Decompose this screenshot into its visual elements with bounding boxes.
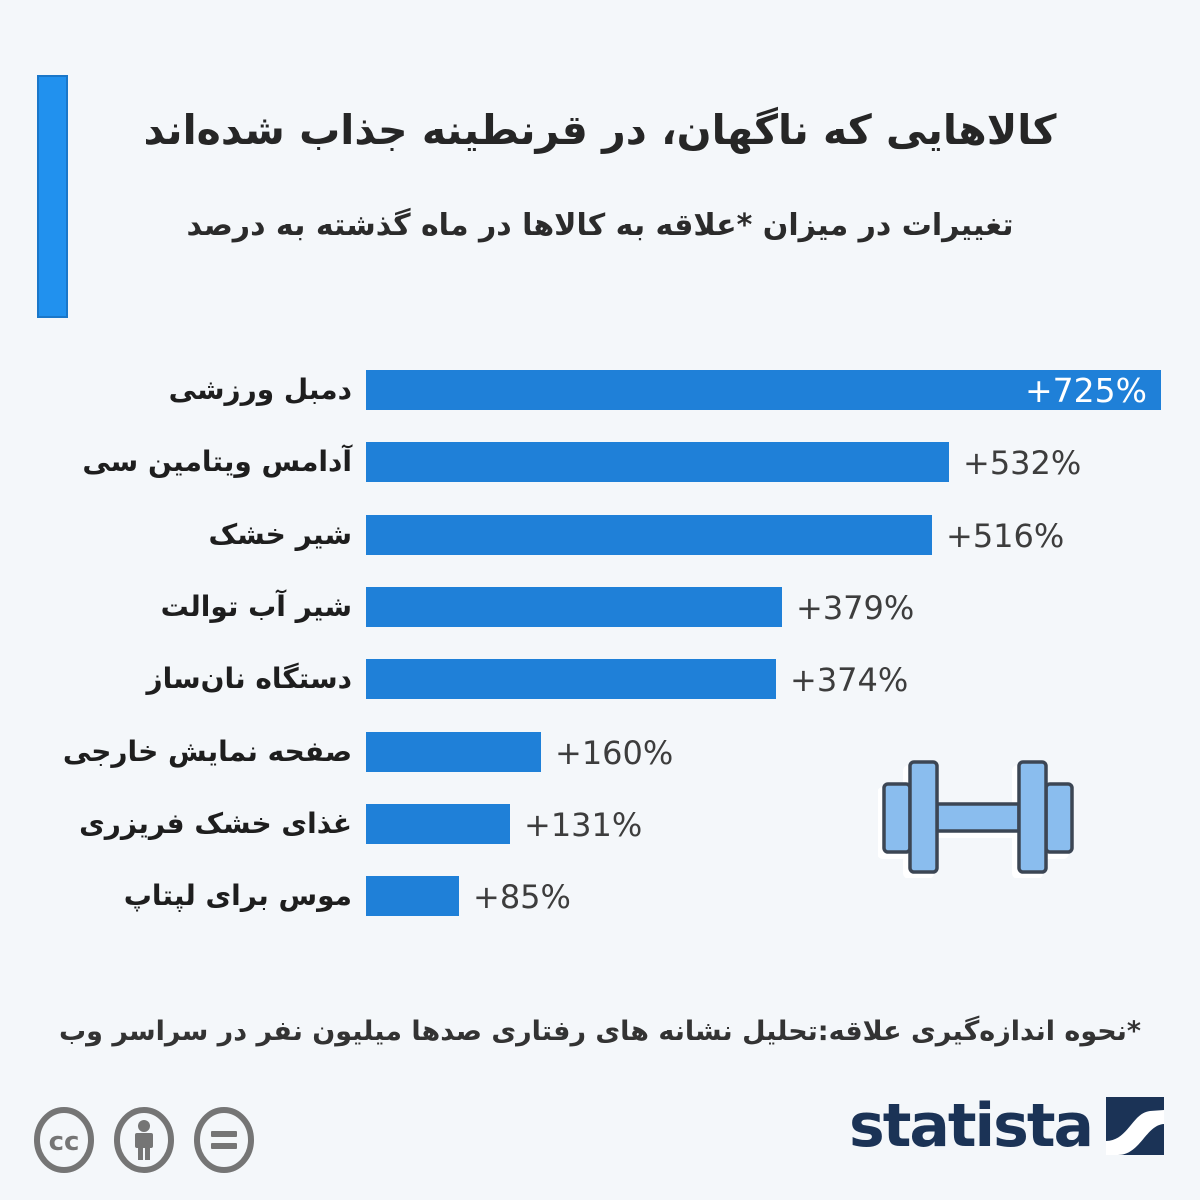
- chart-row: دمبل ورزشی +725%: [0, 370, 1200, 410]
- chart-subtitle: تغییرات در میزان *علاقه به کالاها در ماه…: [186, 208, 1014, 243]
- chart-row: شیر آب توالت +379%: [0, 587, 1200, 627]
- bar: [366, 876, 459, 916]
- value-label: +532%: [963, 444, 1082, 482]
- no-derivatives-icon: [194, 1107, 254, 1173]
- title-accent-bar: [37, 75, 68, 318]
- chart-title: کالاهایی که ناگهان، در قرنطینه جذاب شده‌…: [143, 106, 1057, 154]
- value-label: +516%: [946, 517, 1065, 555]
- statista-logo: statista: [849, 1096, 1164, 1156]
- dumbbell-icon: [878, 760, 1074, 878]
- category-label: آدامس ویتامین سی: [82, 445, 352, 478]
- statista-logo-mark: [1106, 1097, 1164, 1155]
- value-label: +85%: [473, 878, 571, 916]
- category-label: صفحه نمایش خارجی: [62, 735, 352, 768]
- chart-row: غذای خشک فریزری +131%: [0, 804, 1200, 844]
- category-label: شیر آب توالت: [160, 590, 352, 623]
- category-label: دستگاه نان‌ساز: [146, 662, 352, 695]
- attribution-icon: [114, 1107, 174, 1173]
- value-label: +379%: [796, 589, 915, 627]
- category-label: غذای خشک فریزری: [79, 807, 352, 840]
- license-icons: cc: [32, 1106, 256, 1174]
- bar: [366, 442, 949, 482]
- bar: [366, 804, 510, 844]
- chart-row: صفحه نمایش خارجی +160%: [0, 732, 1200, 772]
- bar: [366, 732, 541, 772]
- svg-text:cc: cc: [49, 1127, 80, 1157]
- value-label: +131%: [524, 806, 643, 844]
- chart-row: آدامس ویتامین سی +532%: [0, 442, 1200, 482]
- bar: [366, 370, 1161, 410]
- bar: [366, 515, 932, 555]
- bar: [366, 587, 782, 627]
- statista-wordmark: statista: [848, 1091, 1094, 1161]
- creative-commons-icon: cc: [34, 1107, 94, 1173]
- chart-row: شیر خشک +516%: [0, 515, 1200, 555]
- value-label: +374%: [790, 661, 909, 699]
- value-label: +160%: [555, 734, 674, 772]
- value-label: +725%: [1025, 371, 1147, 410]
- chart-row: موس برای لپتاپ +85%: [0, 876, 1200, 916]
- category-label: شیر خشک: [208, 518, 352, 551]
- footnote: *نحوه اندازه‌گیری علاقه:تحلیل نشانه های …: [59, 1016, 1141, 1047]
- bar: [366, 659, 776, 699]
- category-label: موس برای لپتاپ: [123, 879, 352, 912]
- category-label: دمبل ورزشی: [168, 373, 352, 406]
- chart-row: دستگاه نان‌ساز +374%: [0, 659, 1200, 699]
